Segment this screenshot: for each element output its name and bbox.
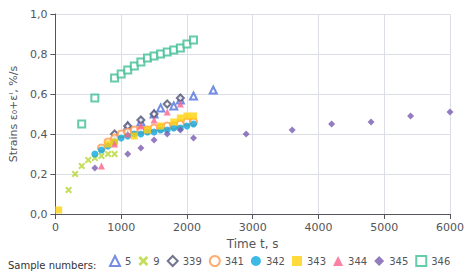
svg-text:343: 343 xyxy=(307,256,326,267)
svg-text:9: 9 xyxy=(153,256,159,267)
svg-text:Sample numbers:: Sample numbers: xyxy=(8,260,96,271)
svg-text:Strains ε₀+εᴵ, %/s: Strains ε₀+εᴵ, %/s xyxy=(7,66,20,163)
svg-text:3000: 3000 xyxy=(239,221,267,234)
svg-text:Time t, s: Time t, s xyxy=(226,237,279,251)
svg-text:346: 346 xyxy=(431,256,450,267)
svg-text:0: 0 xyxy=(52,221,59,234)
svg-text:0,4: 0,4 xyxy=(30,128,48,141)
svg-text:1000: 1000 xyxy=(107,221,135,234)
svg-text:0,6: 0,6 xyxy=(30,88,48,101)
svg-text:342: 342 xyxy=(266,256,285,267)
svg-text:0,8: 0,8 xyxy=(30,48,48,61)
svg-text:339: 339 xyxy=(183,256,202,267)
svg-text:6000: 6000 xyxy=(436,221,464,234)
svg-text:1,0: 1,0 xyxy=(30,8,48,21)
svg-text:0,2: 0,2 xyxy=(30,168,48,181)
svg-text:0,0: 0,0 xyxy=(30,208,48,221)
svg-text:2000: 2000 xyxy=(173,221,201,234)
svg-text:4000: 4000 xyxy=(304,221,332,234)
svg-text:344: 344 xyxy=(348,256,367,267)
svg-text:345: 345 xyxy=(389,256,408,267)
svg-text:341: 341 xyxy=(225,256,244,267)
svg-text:5: 5 xyxy=(125,256,131,267)
svg-text:5000: 5000 xyxy=(370,221,398,234)
